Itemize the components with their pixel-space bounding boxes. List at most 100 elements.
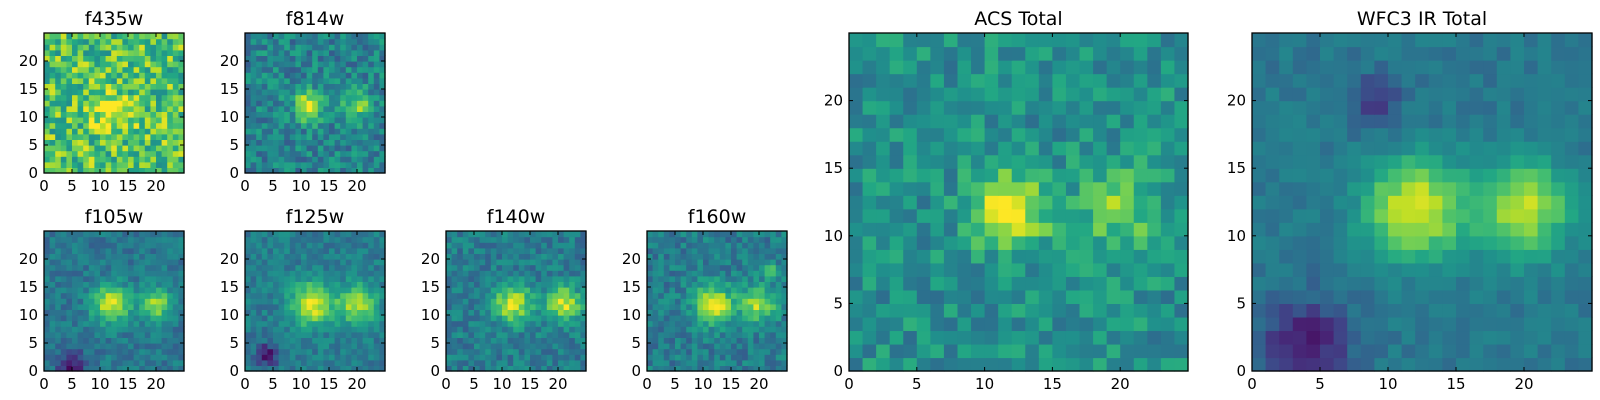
heatmap-cell xyxy=(457,281,464,288)
heatmap-cell xyxy=(77,111,84,118)
heatmap-cell xyxy=(245,77,252,84)
heatmap-cell xyxy=(172,44,179,51)
heatmap-cell xyxy=(680,315,687,322)
heatmap-cell xyxy=(329,55,336,62)
heatmap-cell xyxy=(301,167,308,174)
heatmap-cell xyxy=(329,315,336,322)
heatmap-cell xyxy=(518,331,525,338)
heatmap-cell xyxy=(736,264,743,271)
heatmap-cell xyxy=(703,354,710,361)
heatmap-cell xyxy=(373,242,380,249)
heatmap-cell xyxy=(245,161,252,168)
heatmap-cell xyxy=(83,287,90,294)
heatmap-cell xyxy=(474,247,481,254)
heatmap-cell xyxy=(736,247,743,254)
heatmap-cell xyxy=(691,337,698,344)
heatmap-cell xyxy=(329,167,336,174)
heatmap-cell xyxy=(357,247,364,254)
heatmap-cell xyxy=(541,303,548,310)
heatmap-cell xyxy=(736,275,743,282)
heatmap-cell xyxy=(178,242,185,249)
heatmap-cell xyxy=(984,100,999,115)
heatmap-cell xyxy=(55,326,62,333)
heatmap-cell xyxy=(284,72,291,79)
heatmap-cell xyxy=(49,167,56,174)
heatmap-cell xyxy=(60,275,67,282)
heatmap-cell xyxy=(541,298,548,305)
heatmap-cell xyxy=(1065,357,1081,372)
heatmap-cell xyxy=(770,253,777,260)
heatmap-cell xyxy=(686,359,693,366)
heatmap-cell xyxy=(903,60,918,75)
heatmap-cell xyxy=(161,38,168,45)
heatmap-cell xyxy=(60,287,67,294)
heatmap-cell xyxy=(267,167,274,174)
heatmap-cell xyxy=(167,354,174,361)
heatmap-cell xyxy=(340,365,347,372)
heatmap-cell xyxy=(66,167,73,174)
heatmap-cell xyxy=(775,365,782,372)
heatmap-cell xyxy=(72,365,79,372)
heatmap-cell xyxy=(44,55,51,62)
heatmap-cell xyxy=(468,287,475,294)
heatmap-cell xyxy=(502,281,509,288)
heatmap-cell xyxy=(267,55,274,62)
heatmap-cell xyxy=(100,359,107,366)
heatmap-cell xyxy=(513,331,520,338)
heatmap-cell xyxy=(161,320,168,327)
heatmap-cell xyxy=(742,247,749,254)
heatmap-cell xyxy=(943,168,959,183)
heatmap-cell xyxy=(1401,262,1416,277)
heatmap-cell xyxy=(122,89,129,96)
heatmap-cell xyxy=(552,253,559,260)
heatmap-cell xyxy=(580,287,587,294)
heatmap-cell xyxy=(647,343,654,350)
heatmap-cell xyxy=(323,287,330,294)
heatmap-cell xyxy=(507,365,514,372)
heatmap-cell xyxy=(1347,330,1362,345)
heatmap-cell xyxy=(1106,154,1121,169)
heatmap-cell xyxy=(373,139,380,146)
heatmap-cell xyxy=(652,242,659,249)
heatmap-cell xyxy=(1428,262,1443,277)
heatmap-cell xyxy=(144,33,151,40)
heatmap-cell xyxy=(144,264,151,271)
heatmap-cell xyxy=(284,348,291,355)
heatmap-cell xyxy=(552,236,559,243)
heatmap-cell xyxy=(1093,262,1108,277)
heatmap-cell xyxy=(530,253,537,260)
heatmap-cell xyxy=(513,231,520,238)
heatmap-cell xyxy=(323,66,330,73)
heatmap-cell xyxy=(278,298,285,305)
heatmap-cell xyxy=(60,72,67,79)
heatmap-cell xyxy=(1093,303,1108,318)
heatmap-cell xyxy=(245,94,252,101)
heatmap-cell xyxy=(340,303,347,310)
heatmap-cell xyxy=(736,359,743,366)
heatmap-cell xyxy=(876,357,891,372)
heatmap-cell xyxy=(496,343,503,350)
heatmap-cell xyxy=(351,72,358,79)
heatmap-cell xyxy=(368,315,375,322)
heatmap-cell xyxy=(94,365,101,372)
heatmap-cell xyxy=(178,105,185,112)
heatmap-cell xyxy=(250,167,257,174)
heatmap-cell xyxy=(83,105,90,112)
heatmap-cell xyxy=(267,49,274,56)
heatmap-cell xyxy=(1025,33,1040,48)
heatmap-cell xyxy=(72,128,79,135)
heatmap-cell xyxy=(72,150,79,157)
heatmap-cell xyxy=(273,44,280,51)
heatmap-cell xyxy=(1360,303,1375,318)
heatmap-cell xyxy=(156,77,163,84)
heatmap-cell xyxy=(100,315,107,322)
heatmap-cell xyxy=(284,161,291,168)
heatmap-cell xyxy=(72,83,79,90)
heatmap-cell xyxy=(1160,100,1176,115)
heatmap-cell xyxy=(1537,262,1552,277)
heatmap-cell xyxy=(680,247,687,254)
heatmap-cell xyxy=(524,320,531,327)
heatmap-cell xyxy=(1093,46,1108,61)
heatmap-cell xyxy=(317,348,324,355)
